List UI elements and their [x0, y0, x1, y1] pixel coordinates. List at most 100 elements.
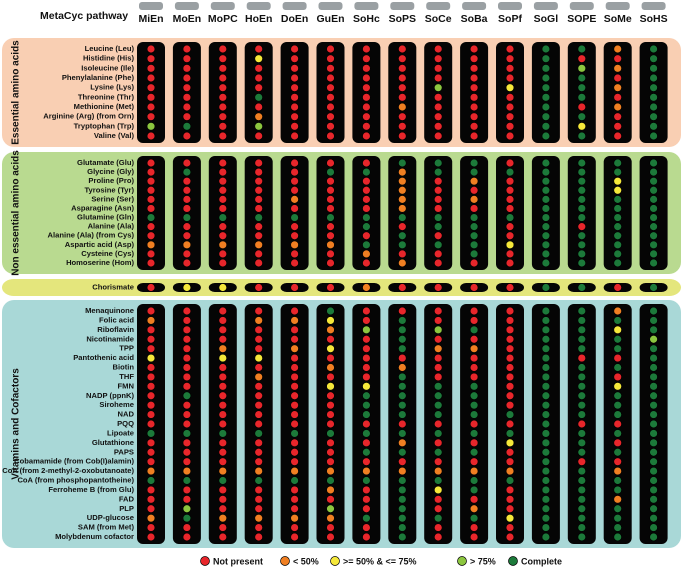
row-label: Proline (Pro)	[88, 176, 134, 185]
status-dot	[182, 54, 192, 63]
status-dot	[469, 249, 479, 259]
status-dot	[505, 222, 515, 231]
status-dot	[469, 258, 479, 268]
status-dot	[290, 382, 299, 391]
column-box	[388, 42, 417, 143]
chart-title: MetaCyc pathway	[40, 10, 128, 22]
status-dot	[182, 457, 192, 466]
status-dot	[182, 258, 192, 268]
status-dot	[398, 258, 407, 268]
status-dot	[290, 495, 299, 504]
status-dot	[290, 532, 299, 542]
status-dot	[398, 176, 407, 186]
status-dot	[505, 231, 515, 240]
status-dot	[505, 306, 515, 316]
status-dot	[182, 448, 192, 457]
column-label: GuEn	[317, 13, 345, 25]
status-dot	[326, 83, 335, 92]
column-box	[137, 42, 165, 143]
status-dot	[182, 306, 192, 316]
status-dot	[182, 523, 192, 532]
status-dot	[505, 513, 515, 523]
organism-icon	[139, 2, 163, 10]
status-dot	[434, 485, 443, 495]
status-dot	[254, 122, 263, 131]
status-dot	[577, 222, 586, 231]
status-dot	[362, 335, 371, 344]
status-dot	[398, 325, 407, 335]
status-dot	[434, 176, 443, 186]
status-dot	[290, 54, 299, 63]
status-dot	[254, 186, 263, 195]
status-dot	[290, 283, 299, 292]
status-dot	[182, 204, 192, 213]
row-label: FAD	[119, 494, 135, 503]
status-dot	[182, 429, 192, 438]
group-label: Vitamins and Cofactors	[11, 368, 22, 480]
status-dot	[613, 283, 622, 292]
status-dot	[469, 167, 479, 177]
status-dot	[577, 476, 586, 485]
status-dot	[469, 485, 479, 495]
column-box	[603, 156, 632, 270]
status-dot	[146, 504, 156, 513]
status-dot	[146, 325, 156, 335]
status-dot	[362, 240, 371, 250]
status-dot	[541, 335, 551, 344]
status-dot	[434, 363, 443, 372]
status-dot	[254, 195, 263, 204]
status-dot	[577, 485, 586, 495]
status-dot	[469, 353, 479, 363]
status-dot	[469, 231, 479, 240]
status-dot	[326, 131, 335, 141]
status-dot	[541, 131, 551, 141]
status-dot	[254, 325, 263, 335]
status-dot	[218, 213, 228, 222]
status-dot	[326, 231, 335, 240]
status-dot	[613, 195, 622, 204]
status-dot	[541, 186, 551, 195]
status-dot	[362, 167, 371, 177]
column-box	[316, 42, 345, 143]
status-dot	[362, 382, 371, 391]
column-box	[460, 42, 489, 143]
status-dot	[505, 54, 515, 63]
status-dot	[398, 240, 407, 250]
column-box	[388, 156, 417, 270]
status-dot	[505, 372, 515, 382]
row-label: Ferroheme B (from Glu)	[48, 485, 134, 494]
status-dot	[505, 122, 515, 131]
status-dot	[290, 240, 299, 250]
status-dot	[649, 476, 658, 485]
status-dot	[649, 504, 658, 513]
status-dot	[362, 122, 371, 131]
status-dot	[362, 353, 371, 363]
status-dot	[541, 400, 551, 410]
column-box	[639, 42, 668, 143]
status-dot	[434, 495, 443, 504]
status-dot	[362, 504, 371, 513]
status-dot	[469, 382, 479, 391]
status-dot	[398, 112, 407, 121]
status-dot	[434, 391, 443, 400]
status-dot	[182, 231, 192, 240]
status-dot	[218, 532, 228, 542]
row-label: CoA (from 2-methyl-2-oxobutanoate)	[2, 466, 134, 475]
status-dot	[362, 186, 371, 195]
status-dot	[434, 513, 443, 523]
status-dot	[290, 195, 299, 204]
status-dot	[146, 240, 156, 250]
status-dot	[182, 64, 192, 73]
status-dot	[613, 73, 622, 83]
status-dot	[254, 532, 263, 542]
status-dot	[290, 410, 299, 419]
status-dot	[469, 391, 479, 400]
status-dot	[218, 93, 228, 102]
status-dot	[254, 335, 263, 344]
status-dot	[398, 316, 407, 325]
status-dot	[541, 64, 551, 73]
status-dot	[649, 112, 658, 121]
status-dot	[505, 93, 515, 102]
status-dot	[326, 532, 335, 542]
